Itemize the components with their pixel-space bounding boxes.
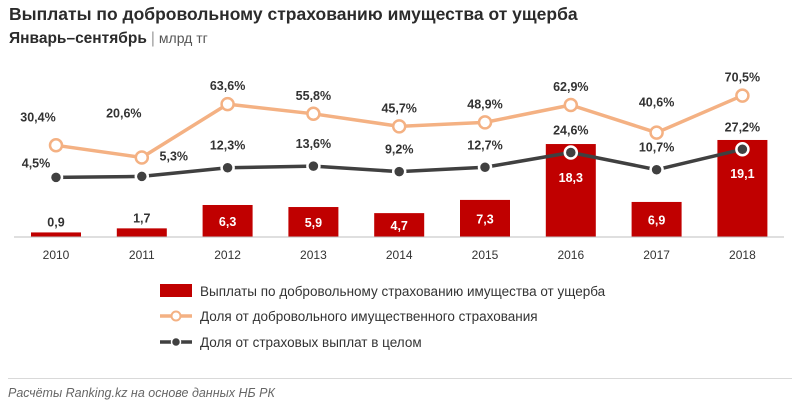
x-tick-2011: 2011 [129, 248, 155, 262]
voluntary-share-point-2017 [649, 125, 664, 140]
total-share-point-2017 [649, 162, 664, 177]
total-share-label: 5,3% [160, 149, 189, 163]
x-tick-2012: 2012 [214, 248, 241, 262]
chart-title: Выплаты по добровольному страхованию иму… [9, 4, 578, 24]
bar-value-label: 5,9 [305, 216, 322, 230]
bar-value-label: 18,3 [559, 171, 583, 185]
voluntary-share-label: 62,9% [553, 80, 588, 94]
bar-value-label: 6,3 [219, 215, 236, 229]
x-tick-2014: 2014 [386, 248, 413, 262]
voluntary-share-label: 70,5% [725, 71, 760, 85]
total-share-point-2016 [563, 145, 579, 160]
voluntary-share-point-2018 [735, 88, 750, 103]
x-tick-2013: 2013 [300, 248, 327, 262]
voluntary-share-label: 30,4% [20, 110, 55, 124]
bar-2015 [460, 199, 510, 237]
bar-2014 [374, 213, 425, 237]
voluntary-share-point-2013 [306, 106, 321, 122]
legend: Выплаты по добровольному страхованию иму… [160, 284, 606, 350]
total-share-label: 24,6% [553, 123, 588, 137]
total-share-label: 10,7% [639, 141, 674, 155]
total-share-point-2015 [477, 160, 493, 175]
total-share-point-2011 [134, 169, 150, 184]
lines-layer [48, 88, 750, 185]
source-divider [8, 378, 792, 379]
bar-value-label: 6,9 [648, 213, 665, 227]
total-share-label: 9,2% [385, 143, 414, 157]
legend-swatch-bars [160, 284, 192, 297]
subtitle-separator: | [150, 30, 155, 47]
total-share-point-2012 [220, 160, 235, 175]
x-tick-2016: 2016 [557, 248, 584, 262]
x-tick-2010: 2010 [43, 248, 70, 262]
legend-swatch-total-marker [170, 336, 182, 348]
bar-value-label: 0,9 [47, 215, 64, 229]
period-label: Январь–сентябрь [9, 30, 147, 47]
bar-2012 [202, 204, 253, 237]
bar-value-label: 1,7 [133, 211, 150, 225]
bar-2011 [116, 228, 167, 237]
bar-2013 [288, 207, 339, 237]
x-tick-2015: 2015 [472, 248, 499, 262]
total-share-label: 4,5% [22, 156, 51, 170]
voluntary-share-label: 40,6% [639, 96, 674, 110]
x-tick-2017: 2017 [643, 248, 670, 262]
voluntary-share-point-2014 [391, 119, 407, 134]
voluntary-share-point-2011 [134, 150, 150, 165]
source-note: Расчёты Ranking.kz на основе данных НБ Р… [8, 386, 275, 400]
combo-chart: 0,9 1,7 6,3 5,9 4,7 7,3 18,3 6,9 19,1 30,4% 20,6% 6… [14, 71, 784, 350]
voluntary-share-label: 45,7% [381, 101, 416, 115]
bar-2010 [31, 232, 81, 237]
labels-layer: 0,9 1,7 6,3 5,9 4,7 7,3 18,3 6,9 19,1 30,4% 20,6% 6… [20, 71, 760, 233]
x-tick-2018: 2018 [729, 248, 756, 262]
voluntary-share-point-2015 [477, 115, 493, 130]
bar-2017 [631, 201, 682, 237]
x-axis: 2010 2011 2012 2013 2014 2015 2016 2017 2018 [14, 236, 784, 262]
total-share-point-2013 [306, 158, 321, 174]
total-share-label: 13,6% [296, 137, 331, 151]
legend-label-total: Доля от страховых выплат в целом [200, 335, 422, 350]
total-share-point-2018 [735, 142, 750, 157]
legend-swatch-voluntary-marker [170, 310, 182, 322]
total-share-point-2014 [391, 164, 407, 179]
unit-label: млрд тг [158, 30, 208, 46]
voluntary-share-label: 63,6% [210, 79, 245, 93]
total-share-label: 27,2% [725, 120, 760, 134]
voluntary-share-point-2010 [48, 138, 64, 153]
total-share-label: 12,3% [210, 139, 245, 153]
voluntary-share-label: 48,9% [467, 97, 502, 111]
voluntary-share-point-2016 [563, 97, 579, 113]
bars-layer [31, 139, 768, 237]
total-share-point-2010 [48, 170, 64, 185]
voluntary-share-label: 20,6% [106, 106, 141, 120]
bar-value-label: 7,3 [476, 212, 493, 226]
chart-subtitle: Январь–сентябрь | млрд тг [9, 30, 208, 48]
total-share-label: 12,7% [467, 138, 502, 152]
voluntary-share-label: 55,8% [296, 89, 331, 103]
legend-label-bars: Выплаты по добровольному страхованию иму… [200, 284, 606, 299]
legend-label-voluntary: Доля от добровольного имущественного стр… [200, 309, 538, 324]
bar-value-label: 4,7 [391, 219, 408, 233]
bar-value-label: 19,1 [730, 167, 754, 181]
voluntary-share-point-2012 [220, 96, 235, 112]
